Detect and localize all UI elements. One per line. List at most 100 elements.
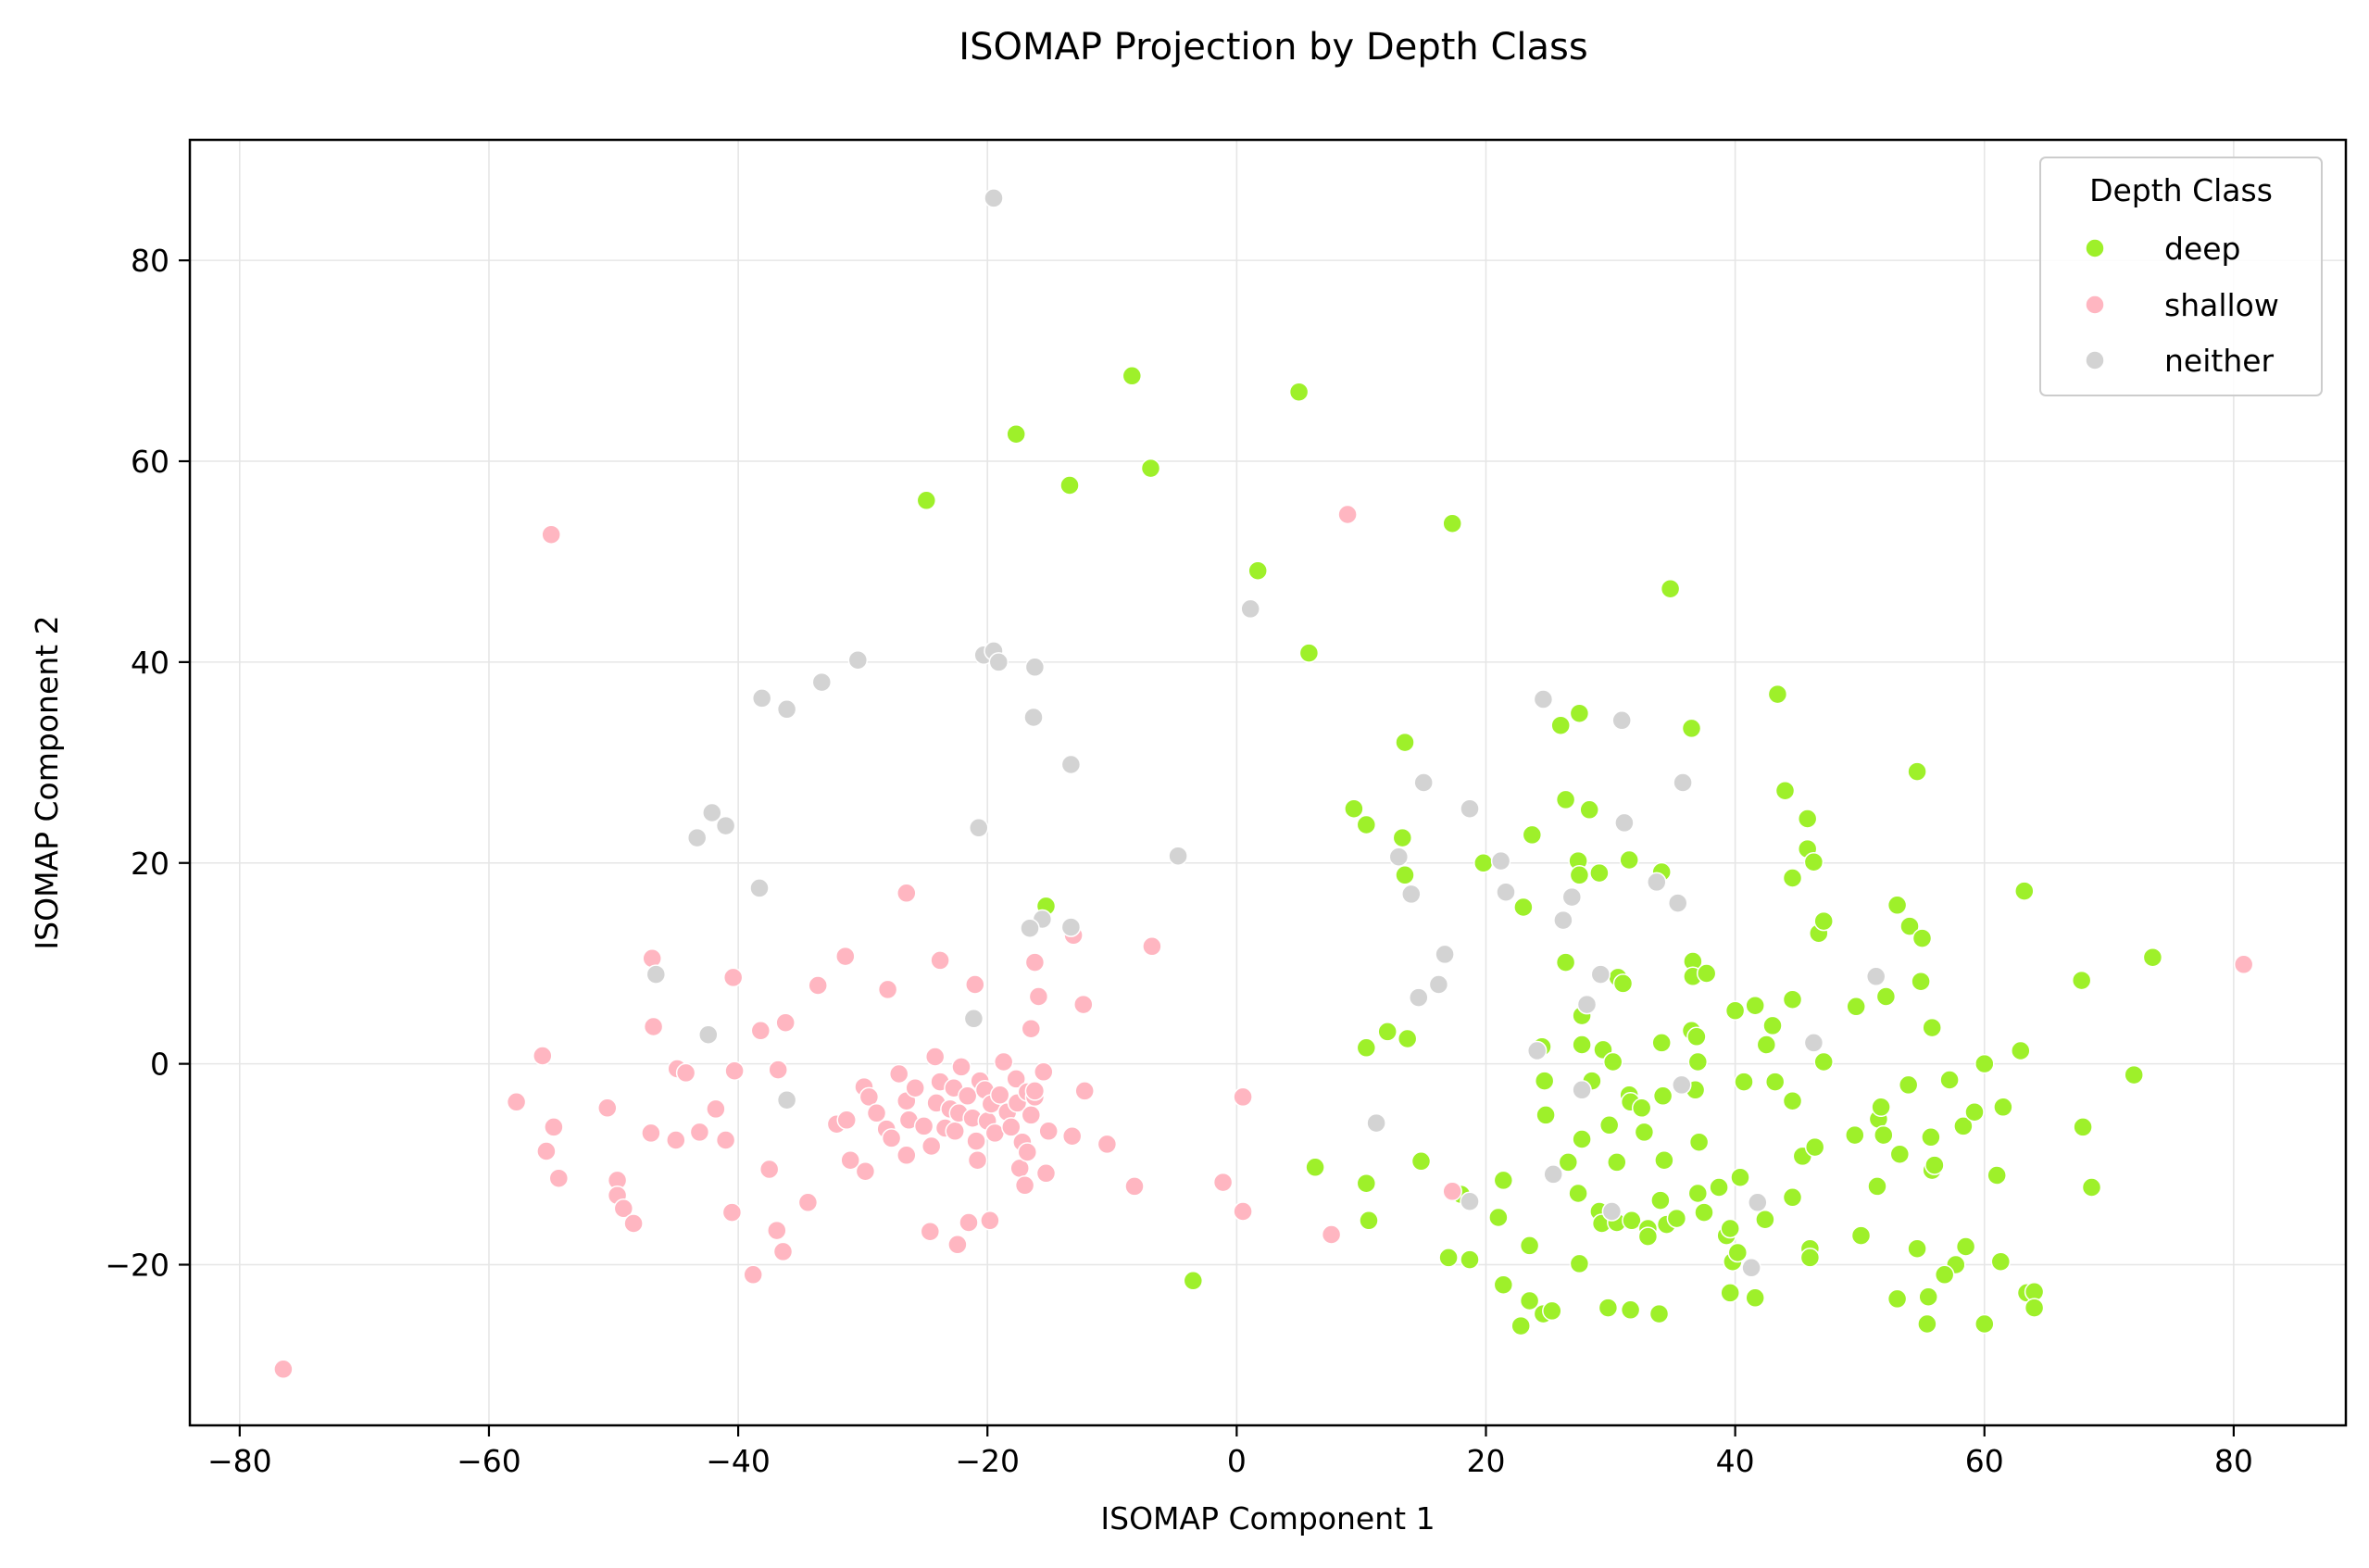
data-point-shallow [797,1192,819,1213]
data-point-neither [1024,657,1046,678]
data-point-shallow [541,524,561,545]
data-point-shallow [533,1046,553,1066]
data-point-deep [1720,1283,1740,1303]
data-point-neither [1435,944,1455,965]
data-point-deep [1911,928,1933,948]
data-point-neither [1496,882,1516,902]
data-point-shallow [989,1085,1010,1105]
data-point-deep [1513,897,1534,918]
x-tick-label: 20 [1466,1443,1505,1479]
data-point-shallow [666,1130,686,1150]
data-points [273,188,2254,1380]
data-point-neither [1533,689,1554,709]
data-point-deep [1774,780,1796,801]
data-point-deep [1804,1136,1825,1158]
data-point-shallow [1035,1163,1057,1184]
data-point-shallow [743,1264,763,1286]
data-point-neither [1023,707,1044,728]
data-point-deep [1799,1248,1821,1268]
data-point-deep [1510,1315,1531,1336]
data-point-shallow [689,1122,710,1143]
data-point-deep [1899,916,1920,936]
data-point-deep [1845,1124,1865,1146]
data-point-neither [1601,1201,1623,1222]
data-point-neither [776,699,797,720]
data-point-neither [1572,1080,1592,1100]
data-point-neither [1553,909,1573,931]
data-point-neither [1576,994,1598,1015]
data-point-deep [1651,1033,1672,1053]
data-point-shallow [1038,1121,1059,1142]
data-point-neither [988,652,1009,672]
data-point-shallow [965,974,985,995]
data-point-shallow [896,1145,917,1166]
data-point-deep [1356,1037,1377,1059]
data-point-shallow [945,1121,965,1142]
data-point-shallow [877,979,898,1000]
data-point-deep [1964,1101,1985,1123]
data-point-deep [1631,1098,1652,1119]
data-point-neither [1803,1033,1824,1053]
data-point-deep [1637,1226,1659,1247]
legend-title: Depth Class [2089,172,2273,208]
data-point-deep [1650,1190,1671,1210]
data-point-deep [1745,995,1765,1016]
data-point-deep [1782,1090,1803,1111]
legend-box [2039,157,2323,396]
data-point-neither [1526,1040,1548,1061]
x-tick-label: 0 [1227,1443,1247,1479]
data-point-shallow [758,1159,780,1180]
data-point-shallow [1124,1176,1145,1197]
data-point-deep [1579,799,1599,821]
data-point-deep [1709,1177,1729,1198]
data-point-shallow [1001,1117,1022,1137]
data-point-shallow [1017,1142,1038,1162]
data-point-shallow [1073,994,1094,1015]
data-point-deep [1648,1303,1670,1324]
data-point-deep [1666,1208,1687,1229]
data-point-neither [1741,1258,1761,1278]
data-point-shallow [980,1210,1000,1231]
data-point-shallow [1006,1069,1026,1089]
data-point-deep [2124,1064,2144,1085]
x-tick-label: 40 [1716,1443,1755,1479]
data-point-deep [1813,1051,1834,1073]
x-tick-label: −80 [207,1443,272,1479]
data-point-shallow [1028,986,1049,1007]
data-point-deep [1918,1286,1938,1307]
x-tick-label: 80 [2214,1443,2253,1479]
data-point-shallow [840,1149,860,1171]
data-point-shallow [613,1198,634,1219]
data-point-neither [1543,1164,1563,1185]
data-point-deep [1797,809,1818,829]
data-point-deep [1542,1300,1562,1322]
data-point-deep [1488,1207,1509,1228]
data-point-shallow [2233,954,2254,975]
data-point-shallow [750,1021,771,1041]
data-point-shallow [896,883,917,904]
data-point-deep [1886,895,1908,916]
data-point-shallow [866,1103,887,1123]
data-point-neither [811,671,833,693]
data-point-deep [1397,1028,1418,1049]
data-point-neither [1168,846,1188,866]
data-point-deep [1460,1249,1480,1270]
data-point-shallow [966,1131,986,1151]
data-point-deep [1939,1070,1960,1090]
data-point-deep [1898,1074,1919,1096]
data-point-neither [1460,798,1480,819]
data-point-deep [1990,1251,2012,1272]
data-point-deep [1519,1236,1540,1256]
data-point-shallow [855,1160,876,1182]
data-point-deep [2073,1117,2093,1137]
data-point-deep [1519,1290,1540,1311]
data-point-neither [969,818,989,838]
y-tick-label: 60 [131,444,169,480]
data-point-deep [1782,989,1803,1010]
data-point-deep [1734,1072,1754,1092]
data-point-neither [963,1009,984,1029]
data-point-deep [1762,1015,1783,1036]
chart-title: ISOMAP Projection by Depth Class [959,26,1587,69]
data-point-shallow [1061,1125,1083,1147]
data-point-shallow [888,1063,909,1085]
